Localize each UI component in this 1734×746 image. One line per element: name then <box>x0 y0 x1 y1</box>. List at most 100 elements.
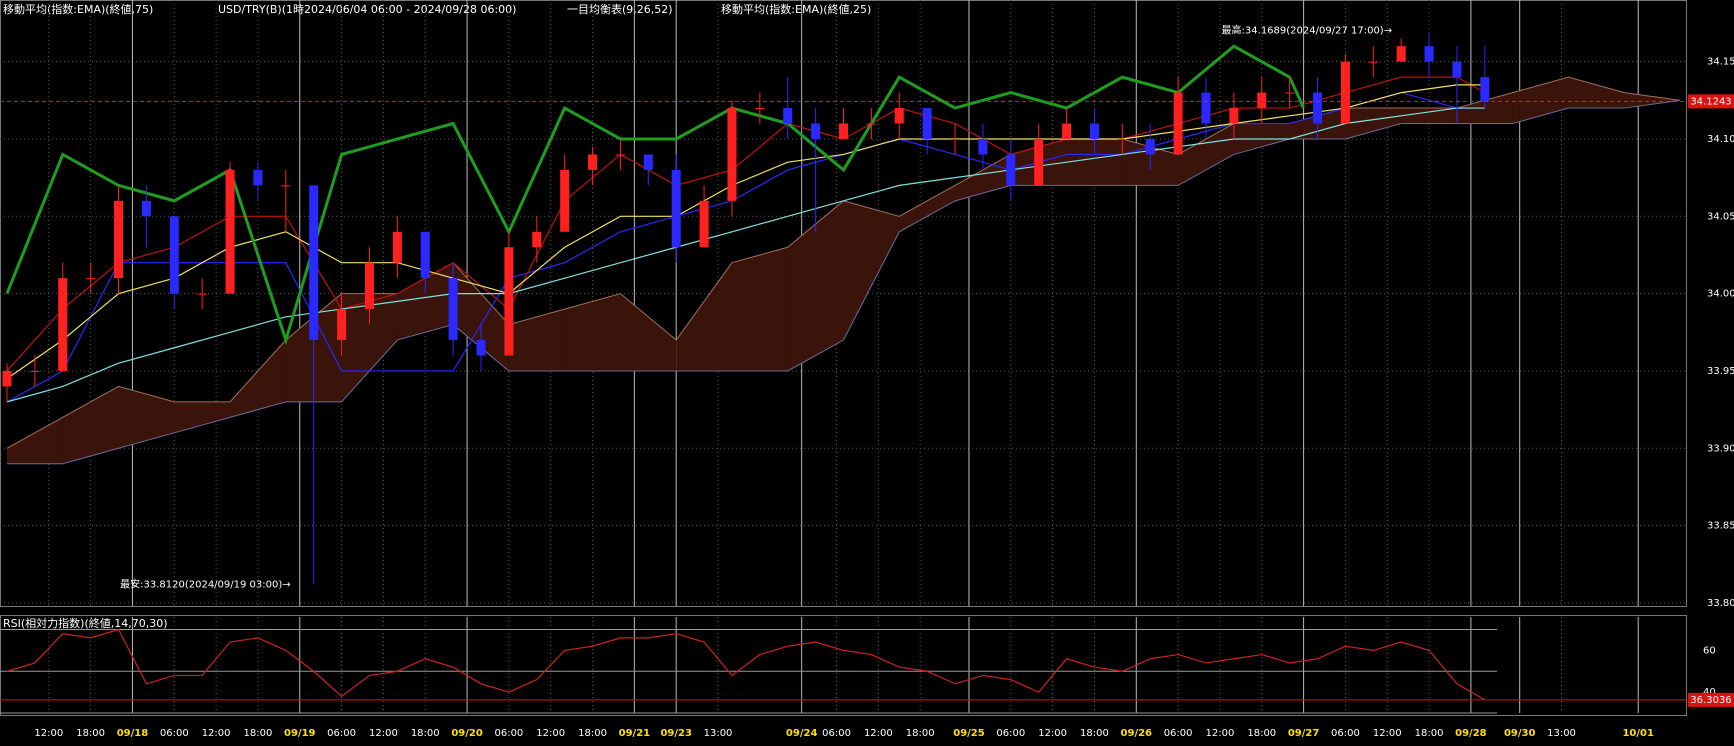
candle-body <box>615 154 625 156</box>
x-tick-label: 12:00 <box>864 728 893 739</box>
candle-body <box>1313 92 1323 124</box>
candle-body <box>1006 154 1016 186</box>
candle-body <box>922 108 932 139</box>
candle-body <box>197 293 207 295</box>
x-tick-label: 12:00 <box>1206 728 1235 739</box>
cloud-fill <box>6 417 63 464</box>
candle-body <box>950 138 960 140</box>
x-tick-label: 09/27 <box>1288 728 1320 739</box>
y-tick-label: 34.00 <box>1707 289 1734 300</box>
rsi-tick-label: 60 <box>1703 645 1716 656</box>
candle-body <box>309 185 319 341</box>
candle-body <box>1285 92 1295 94</box>
candle-body <box>1034 138 1044 186</box>
candle-body <box>2 370 12 387</box>
candle-body <box>392 231 402 263</box>
x-tick-label: 18:00 <box>906 728 935 739</box>
price-panel-frame <box>0 0 1687 607</box>
header-text: 移動平均(指数:EMA)(終値,25) <box>721 2 871 16</box>
cloud-fill <box>397 262 454 341</box>
x-tick-label: 18:00 <box>1415 728 1444 739</box>
x-tick-label: 06:00 <box>494 728 523 739</box>
cloud-fill <box>620 293 677 371</box>
x-tick-label: 13:00 <box>1547 728 1576 739</box>
annotation: 最高:34.1689(2024/09/27 17:00)→ <box>1222 23 1393 36</box>
x-tick-label: 09/18 <box>117 728 149 739</box>
x-tick-label: 09/19 <box>284 728 316 739</box>
x-tick-label: 18:00 <box>1247 728 1276 739</box>
cloud-fill <box>731 247 788 371</box>
cloud-fill <box>341 293 398 402</box>
candle-body <box>141 200 151 217</box>
candle-body <box>169 216 179 294</box>
candle-body <box>1089 123 1099 139</box>
candle-body <box>448 278 458 341</box>
candle-body <box>755 108 765 110</box>
candle-body <box>1396 46 1406 62</box>
y-tick-label: 33.90 <box>1707 443 1734 454</box>
candle-body <box>30 370 40 372</box>
cloud-fill <box>118 386 175 449</box>
candle-body <box>1452 61 1462 78</box>
cloud-fill <box>1401 108 1457 124</box>
candle-body <box>839 123 848 139</box>
x-tick-label: 10/01 <box>1622 728 1654 739</box>
candle-body <box>783 108 793 124</box>
x-tick-label: 06:00 <box>1331 728 1360 739</box>
rsi-tick-label: 40 <box>1703 687 1716 698</box>
x-tick-label: 12:00 <box>1373 728 1402 739</box>
cloud-fill <box>843 200 900 341</box>
x-tick-label: 12:00 <box>34 728 63 739</box>
annotation: 最安:33.8120(2024/09/19 03:00)→ <box>120 577 291 590</box>
x-tick-label: 12:00 <box>536 728 565 739</box>
header-text: 一目均衡表(9,26,52) <box>567 2 673 16</box>
x-tick-label: 06:00 <box>822 728 851 739</box>
last-price-label: 34.1243 <box>1690 96 1731 107</box>
y-tick-label: 33.80 <box>1707 598 1734 609</box>
y-tick-label: 33.95 <box>1707 366 1734 377</box>
candle-body <box>1340 61 1350 124</box>
candle-body <box>225 169 235 294</box>
x-tick-label: 09/21 <box>619 728 651 739</box>
candle-body <box>560 169 570 232</box>
candle-body <box>894 108 904 124</box>
x-tick-label: 09/24 <box>786 728 818 739</box>
x-tick-label: 12:00 <box>1038 728 1067 739</box>
cloud-fill <box>62 386 119 464</box>
x-tick-label: 18:00 <box>411 728 440 739</box>
cloud-fill <box>230 340 286 418</box>
candle-body <box>420 231 430 279</box>
x-tick-label: 09/25 <box>953 728 985 739</box>
x-tick-label: 18:00 <box>578 728 607 739</box>
x-tick-label: 18:00 <box>244 728 273 739</box>
cloud-fill <box>899 185 956 232</box>
rsi-line <box>6 628 1486 701</box>
candle-body <box>866 123 876 125</box>
x-tick-label: 06:00 <box>327 728 356 739</box>
candle-body <box>1480 77 1490 102</box>
candle-body <box>281 185 291 187</box>
x-tick-label: 06:00 <box>1164 728 1193 739</box>
rsi-panel-frame <box>0 615 1687 716</box>
cloud-fill <box>1345 108 1402 139</box>
x-tick-label: 09/23 <box>660 728 692 739</box>
candle-body <box>58 278 68 371</box>
y-tick-label: 34.05 <box>1707 211 1734 222</box>
candle-body <box>1424 46 1434 62</box>
candle-body <box>1257 92 1267 109</box>
y-tick-label: 34.10 <box>1707 134 1734 145</box>
x-tick-label: 12:00 <box>202 728 231 739</box>
header-text: 移動平均(指数:EMA)(終値,75) <box>3 2 153 16</box>
candle-body <box>532 231 542 248</box>
cloud-fill <box>1568 77 1625 109</box>
candle-body <box>811 123 821 139</box>
candle-body <box>699 200 709 248</box>
candle-body <box>253 169 263 186</box>
candle-body <box>1062 123 1072 139</box>
cloud-fill <box>174 401 231 433</box>
cloud-fill <box>1066 138 1123 186</box>
candle-body <box>1368 61 1378 63</box>
x-tick-label: 09/20 <box>451 728 483 739</box>
